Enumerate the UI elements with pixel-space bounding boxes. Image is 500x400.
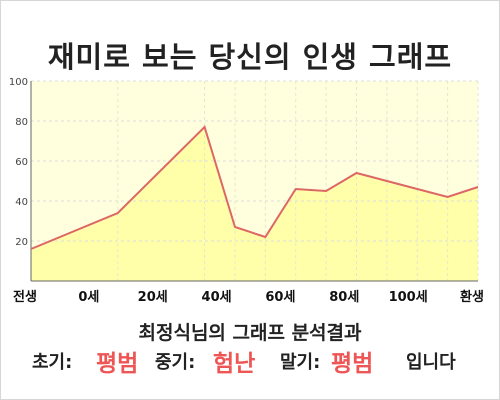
x-tick-label: 전생: [13, 289, 37, 305]
x-tick-label: 20세: [138, 290, 168, 305]
x-tick-label: 80세: [329, 290, 359, 305]
result-ending: 입니다: [406, 352, 456, 373]
late-label: 말기:: [280, 352, 321, 373]
x-tick-label: 100세: [389, 290, 428, 305]
x-tick-label: 환생: [460, 289, 484, 305]
late-value: 평범: [331, 351, 374, 377]
page-title: 재미로 보는 당신의 인생 그래프: [47, 40, 453, 74]
x-tick-label: 40세: [202, 290, 232, 305]
life-graph-chart: 20 40 60 80 100 전생 0세 20세 40세 60세 80세 100세 환생: [9, 77, 484, 305]
y-tick-label: 100: [9, 77, 28, 88]
y-tick-label: 80: [15, 117, 28, 128]
x-tick-label: 60세: [265, 290, 295, 305]
y-tick-label: 40: [15, 197, 28, 208]
early-label: 초기:: [32, 352, 73, 373]
x-tick-label: 0세: [78, 290, 99, 305]
area-fill: [31, 127, 478, 281]
y-tick-label: 60: [15, 157, 28, 168]
early-value: 평범: [96, 351, 139, 377]
mid-label: 중기:: [155, 352, 196, 373]
series-line: [30, 125, 479, 250]
result-subtitle: 최정식님의 그래프 분석결과: [138, 322, 362, 344]
y-tick-label: 20: [15, 237, 28, 248]
mid-value: 험난: [213, 351, 256, 377]
